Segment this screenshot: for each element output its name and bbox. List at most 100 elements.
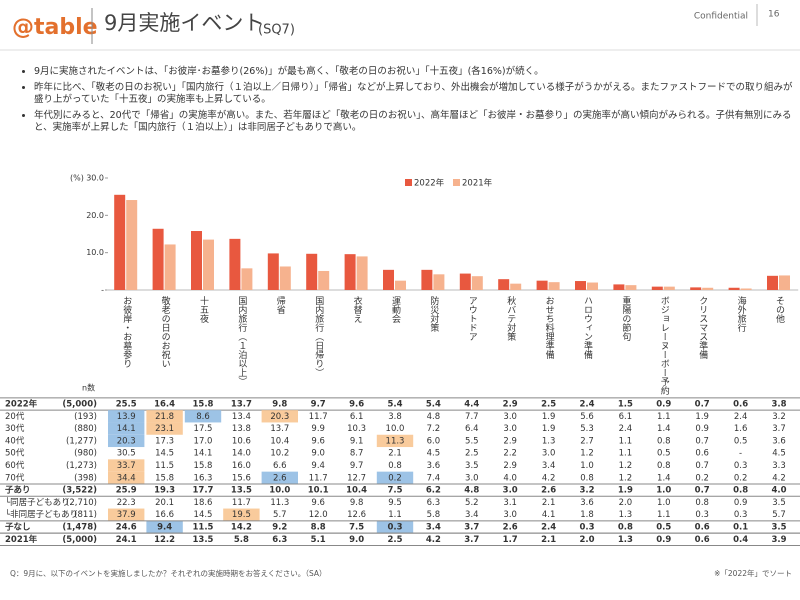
- cell: 9.0: [349, 535, 364, 545]
- cell: 2.4: [619, 424, 633, 434]
- cell: 14.0: [232, 449, 251, 459]
- cell: 3.7: [464, 535, 479, 545]
- bar: [421, 269, 433, 290]
- cell: 9.5: [388, 498, 402, 508]
- cell: 3.1: [503, 498, 517, 508]
- cell: 3.0: [503, 424, 517, 434]
- bar: [279, 266, 291, 290]
- bar: [164, 244, 176, 290]
- cell: 2.4: [734, 412, 748, 422]
- cell: 3.0: [465, 473, 479, 483]
- bar: [779, 275, 790, 290]
- x-tick-label: その他: [774, 296, 785, 324]
- cell: 19.3: [154, 486, 175, 496]
- cell: 3.7: [772, 424, 786, 434]
- cell-low: [108, 434, 145, 448]
- cell: 16.4: [154, 400, 175, 410]
- cell: 1.2: [619, 473, 633, 483]
- row-label: 2022年: [5, 399, 38, 410]
- cell: 24.1: [116, 535, 137, 545]
- cell: 3.0: [503, 412, 517, 422]
- x-tick-label: 秋バテ対策: [505, 295, 516, 342]
- cell: 2.1: [542, 498, 556, 508]
- bar: [191, 231, 202, 290]
- y-tick-label: 20.0: [86, 211, 104, 220]
- y-tick-label: -: [101, 286, 104, 295]
- cell: 0.6: [695, 449, 709, 459]
- cell: 0.1: [733, 523, 748, 533]
- cell: 15.8: [155, 473, 174, 483]
- bar: [344, 254, 356, 290]
- cell: 0.8: [657, 461, 671, 471]
- cell: 13.4: [232, 412, 251, 422]
- cell: 1.1: [657, 510, 671, 520]
- cell: 12.7: [347, 473, 366, 483]
- cell: 17.3: [155, 436, 174, 446]
- cell: 4.0: [503, 473, 517, 483]
- cell: 2.6: [541, 486, 556, 496]
- cell: 30.5: [117, 449, 136, 459]
- bar: [740, 288, 752, 290]
- cell: 10.1: [308, 486, 329, 496]
- cell: 0.3: [734, 461, 748, 471]
- cell: 2.0: [619, 498, 633, 508]
- cell: 0.3: [387, 523, 402, 533]
- cell: 10.3: [347, 424, 366, 434]
- cell: 17.7: [193, 486, 214, 496]
- cell: 5.8: [234, 535, 249, 545]
- cell: 1.4: [657, 473, 671, 483]
- cell: 10.4: [346, 486, 367, 496]
- cell-low: [376, 471, 414, 484]
- cell-low: [261, 471, 298, 484]
- cell: 9.6: [311, 436, 325, 446]
- cell: 3.2: [772, 412, 786, 422]
- cell: 9.0: [311, 449, 325, 459]
- cell: 20.3: [270, 412, 289, 422]
- cell: 3.2: [579, 486, 594, 496]
- title-code: (SQ7): [258, 23, 295, 38]
- row-label: └非同居子どもあり: [5, 509, 78, 520]
- cell: 14.5: [194, 510, 213, 520]
- cell: 0.3: [734, 510, 748, 520]
- cell: 1.0: [580, 461, 594, 471]
- cell: 6.3: [427, 498, 441, 508]
- x-tick-label: 国内旅行（１泊以上）: [236, 296, 247, 386]
- row-n: (398): [74, 473, 97, 483]
- cell: 5.4: [387, 400, 402, 410]
- cell: 16.6: [155, 510, 174, 520]
- cell: 10.0: [386, 424, 405, 434]
- cell: 9.7: [350, 461, 364, 471]
- cell: 3.8: [388, 412, 402, 422]
- cell: 2.6: [503, 523, 518, 533]
- cell: 0.9: [734, 498, 748, 508]
- cell: 18.6: [194, 498, 213, 508]
- cell: 34.4: [117, 473, 136, 483]
- x-tick-label: クリスマス準備: [697, 296, 708, 360]
- cell-high: [223, 508, 260, 521]
- cell-high: [146, 410, 183, 423]
- cell: 3.0: [503, 510, 517, 520]
- row-label: 子なし: [5, 523, 31, 533]
- cell: 9.7: [311, 400, 326, 410]
- cell-high: [108, 508, 145, 521]
- cell: 1.1: [388, 510, 402, 520]
- cell: 3.7: [464, 523, 479, 533]
- cell: 10.6: [232, 436, 251, 446]
- cell: 14.1: [117, 424, 136, 434]
- bar: [306, 253, 318, 290]
- cell: 2.7: [580, 436, 594, 446]
- row-n: (2,710): [66, 498, 97, 508]
- x-tick-label: アウトドア: [467, 296, 477, 341]
- bar: [152, 228, 164, 290]
- cell: 6.6: [273, 461, 287, 471]
- row-label: 60代: [5, 460, 25, 471]
- cell: 0.7: [695, 400, 710, 410]
- cell: 17.5: [194, 424, 213, 434]
- cell: 2.9: [503, 461, 517, 471]
- row-n: (980): [74, 449, 97, 459]
- cell: 2.5: [541, 400, 556, 410]
- cell: 11.7: [232, 498, 251, 508]
- cell-low: [376, 520, 414, 534]
- cell: 4.8: [427, 412, 441, 422]
